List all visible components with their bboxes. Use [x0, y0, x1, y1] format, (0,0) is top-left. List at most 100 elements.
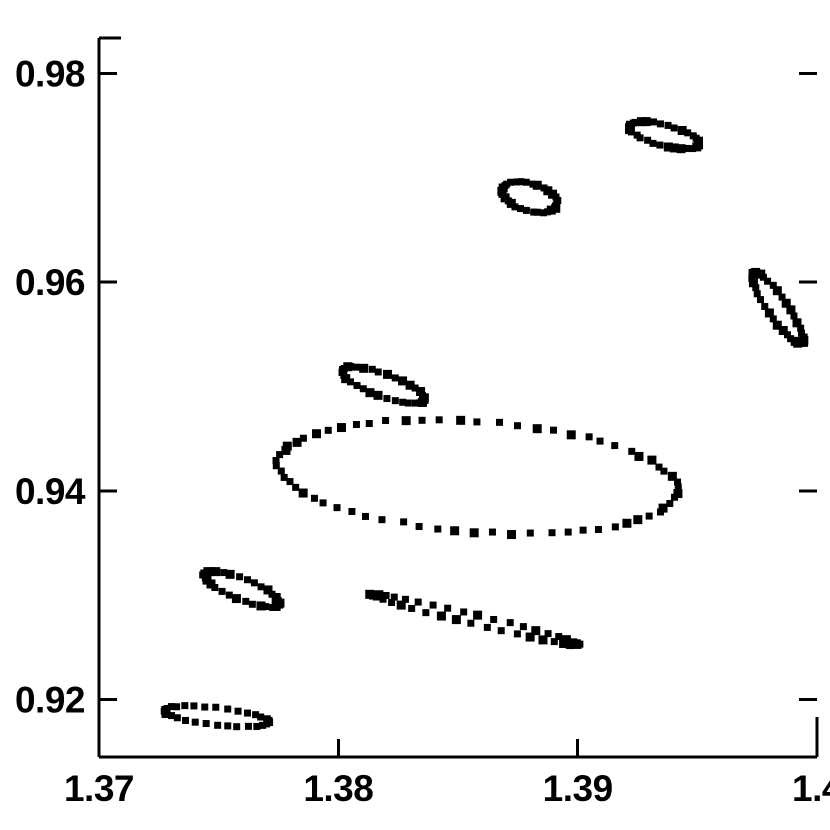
y-tick-label-0: 0.92 [15, 680, 85, 721]
data-point [641, 117, 651, 127]
data-point [753, 290, 761, 298]
data-point [173, 703, 181, 711]
data-point [211, 583, 219, 591]
data-point [436, 611, 446, 621]
data-point [540, 209, 548, 217]
data-point [214, 721, 222, 729]
data-point [319, 499, 327, 507]
data-point [411, 399, 419, 407]
data-point [787, 335, 795, 343]
y-tick-label-2: 0.96 [15, 262, 85, 303]
data-point [647, 455, 657, 465]
data-point [341, 374, 351, 384]
data-point [565, 640, 575, 650]
data-point [256, 601, 266, 611]
data-point [532, 180, 542, 190]
data-point [298, 488, 308, 498]
data-point [513, 630, 521, 638]
data-point [506, 198, 516, 208]
data-point [405, 380, 415, 390]
data-point [797, 324, 805, 332]
data-point [312, 429, 321, 439]
data-point [415, 523, 423, 531]
data-point [243, 576, 251, 584]
data-point [473, 610, 483, 620]
data-point [769, 281, 777, 289]
data-point [369, 592, 376, 600]
data-point [636, 117, 646, 127]
data-point [574, 641, 582, 649]
x-tick-label-2: 1.39 [543, 768, 613, 809]
data-point [263, 585, 273, 595]
data-point [611, 442, 619, 450]
data-point [778, 325, 788, 335]
data-point [411, 384, 419, 392]
data-point [543, 186, 553, 196]
data-point [173, 714, 181, 722]
data-point [683, 144, 691, 152]
data-point [559, 638, 569, 648]
data-point [434, 525, 442, 533]
data-point [408, 604, 416, 612]
data-point [202, 720, 210, 728]
data-point [286, 478, 294, 486]
data-point [516, 205, 524, 213]
data-point [382, 591, 390, 599]
data-point [764, 308, 774, 318]
data-point [429, 601, 437, 609]
data-point [772, 320, 782, 330]
data-point [250, 579, 258, 587]
data-point [748, 278, 758, 288]
data-point [373, 390, 383, 400]
data-point [529, 180, 537, 188]
data-point [483, 623, 491, 631]
data-point [676, 144, 686, 154]
data-point [333, 504, 341, 512]
data-point [656, 141, 664, 149]
data-point [798, 329, 806, 337]
data-point [365, 388, 375, 398]
data-point [674, 478, 682, 486]
data-point [655, 463, 663, 471]
data-point [271, 592, 281, 602]
x-tick-label-0: 1.37 [64, 768, 134, 809]
data-point [262, 603, 270, 611]
data-point [579, 526, 587, 534]
data-point [383, 369, 392, 379]
data-point [526, 529, 534, 537]
data-point [391, 397, 399, 405]
data-point [673, 489, 683, 499]
data-point [546, 205, 556, 215]
data-point [667, 471, 677, 481]
data-point [566, 430, 576, 440]
data-point [190, 702, 198, 710]
data-point [234, 707, 242, 715]
data-point [224, 705, 232, 713]
data-point [400, 518, 408, 526]
data-point [540, 184, 548, 192]
data-point [280, 473, 288, 481]
data-point [248, 600, 256, 608]
data-point [511, 203, 519, 211]
data-point [379, 595, 387, 603]
data-point [506, 619, 514, 627]
data-point [513, 178, 521, 186]
data-point [689, 132, 697, 140]
data-point [473, 418, 481, 426]
data-point [634, 451, 644, 461]
data-point [206, 579, 216, 589]
data-point [224, 722, 232, 730]
data-point [417, 397, 427, 407]
data-point [669, 143, 679, 153]
data-point [401, 595, 409, 603]
data-point [531, 626, 541, 636]
data-point [292, 483, 300, 491]
data-point [416, 387, 426, 397]
data-point [781, 298, 791, 308]
data-point [633, 515, 643, 525]
data-point [451, 615, 461, 625]
data-point [649, 139, 657, 147]
data-point [649, 118, 657, 126]
